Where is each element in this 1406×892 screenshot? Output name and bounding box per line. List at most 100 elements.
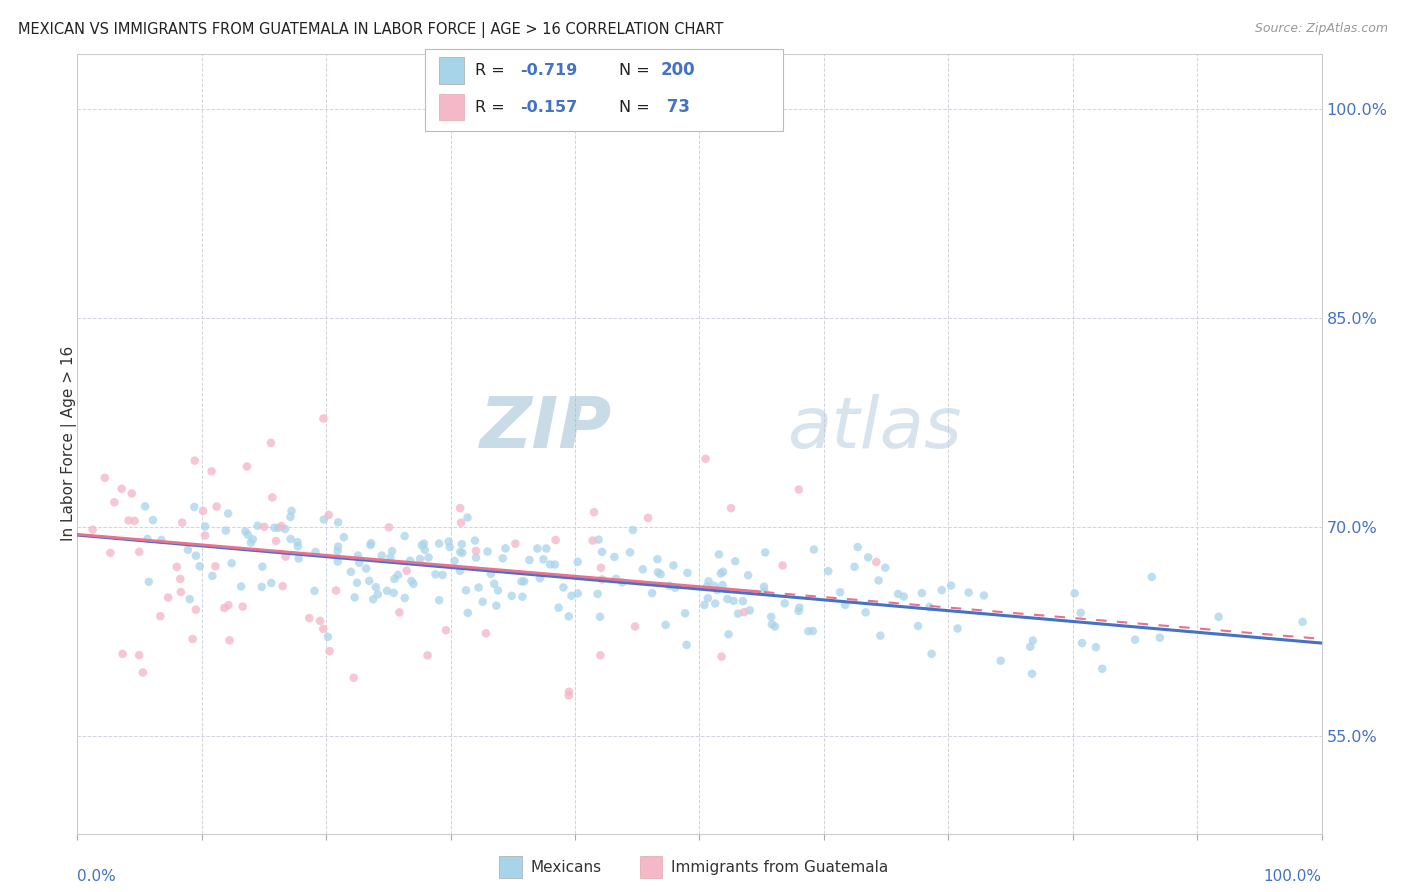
- Point: [98, 546, 121, 560]
- Point: [544, 533, 567, 547]
- Point: [918, 599, 941, 614]
- Point: [907, 619, 929, 633]
- Point: [82, 523, 104, 537]
- Point: [217, 507, 239, 521]
- Point: [711, 578, 734, 592]
- Point: [711, 565, 734, 579]
- Point: [512, 590, 534, 604]
- Point: [787, 483, 810, 497]
- Point: [181, 632, 204, 646]
- Point: [658, 579, 681, 593]
- Point: [425, 567, 447, 582]
- Point: [547, 600, 569, 615]
- Point: [183, 453, 205, 467]
- Point: [553, 581, 575, 595]
- Point: [583, 505, 606, 519]
- Point: [359, 538, 381, 552]
- Point: [157, 591, 180, 605]
- Point: [869, 629, 891, 643]
- Point: [450, 516, 472, 530]
- Point: [252, 559, 274, 574]
- Point: [413, 536, 436, 550]
- Point: [1208, 610, 1230, 624]
- Point: [457, 606, 479, 620]
- Point: [727, 607, 749, 621]
- Point: [274, 549, 297, 564]
- Point: [558, 684, 581, 698]
- Point: [280, 532, 302, 546]
- Point: [194, 519, 217, 533]
- Point: [716, 591, 738, 606]
- Point: [312, 622, 335, 636]
- Point: [359, 574, 381, 588]
- Point: [264, 533, 287, 548]
- Point: [204, 559, 226, 574]
- Point: [704, 597, 727, 611]
- Point: [486, 583, 509, 598]
- Point: [567, 555, 589, 569]
- Point: [529, 571, 551, 585]
- Point: [416, 648, 439, 663]
- Point: [591, 573, 613, 587]
- Point: [589, 648, 612, 663]
- Point: [450, 537, 472, 551]
- Point: [803, 542, 825, 557]
- Point: [834, 598, 856, 612]
- Point: [375, 583, 398, 598]
- Point: [263, 521, 285, 535]
- Point: [990, 654, 1012, 668]
- Point: [287, 551, 309, 566]
- Point: [121, 486, 143, 500]
- Point: [316, 630, 339, 644]
- Point: [844, 559, 866, 574]
- Point: [1019, 640, 1042, 654]
- Point: [720, 501, 742, 516]
- Point: [111, 482, 134, 496]
- Point: [191, 504, 214, 518]
- Point: [309, 614, 332, 628]
- Point: [439, 540, 461, 554]
- Point: [413, 542, 436, 557]
- Point: [560, 589, 582, 603]
- Point: [236, 527, 259, 541]
- Text: R =: R =: [475, 63, 510, 78]
- Point: [298, 611, 321, 625]
- Point: [589, 561, 612, 575]
- Point: [437, 534, 460, 549]
- Point: [326, 544, 349, 558]
- Point: [654, 618, 676, 632]
- Point: [703, 579, 725, 593]
- Point: [1123, 632, 1146, 647]
- Point: [526, 541, 548, 556]
- Point: [887, 587, 910, 601]
- Point: [132, 665, 155, 680]
- Point: [325, 583, 347, 598]
- Point: [787, 604, 810, 618]
- Point: [142, 513, 165, 527]
- Point: [304, 583, 326, 598]
- Text: ZIP: ZIP: [479, 393, 613, 463]
- Point: [214, 601, 236, 615]
- Point: [973, 589, 995, 603]
- Point: [364, 580, 387, 594]
- Point: [865, 555, 887, 569]
- Point: [179, 592, 201, 607]
- Point: [631, 562, 654, 576]
- Point: [172, 516, 194, 530]
- Point: [457, 510, 479, 524]
- Point: [451, 546, 474, 560]
- Point: [707, 548, 730, 562]
- Text: -0.157: -0.157: [520, 100, 578, 114]
- Point: [149, 609, 172, 624]
- Point: [384, 572, 406, 586]
- Point: [817, 564, 839, 578]
- Point: [280, 510, 302, 524]
- Point: [494, 541, 516, 556]
- Point: [134, 500, 156, 514]
- Point: [287, 535, 309, 549]
- Point: [801, 624, 824, 638]
- Point: [242, 533, 264, 547]
- Point: [761, 609, 783, 624]
- Point: [411, 538, 433, 552]
- Point: [443, 554, 465, 568]
